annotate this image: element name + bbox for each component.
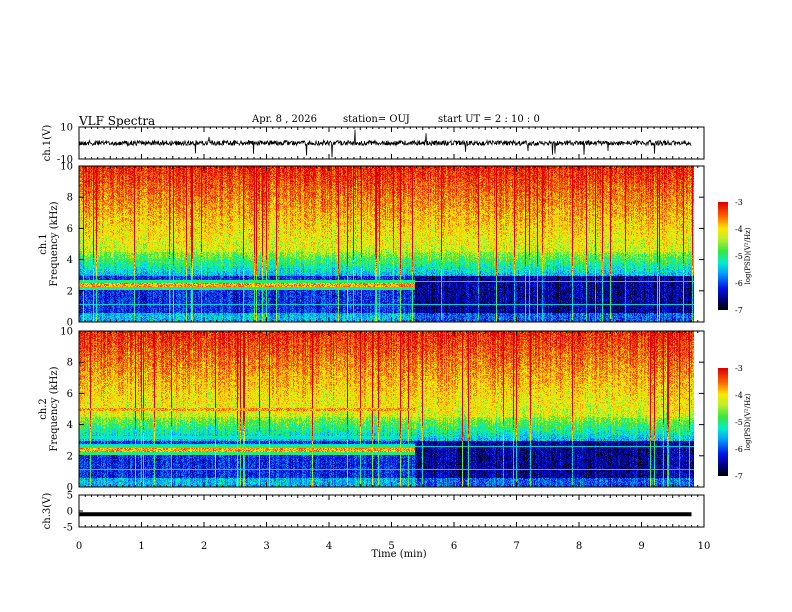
ch1-spec-frame: [78, 165, 705, 323]
colorbar-tick: -7: [735, 306, 743, 315]
plot-title: VLF Spectra: [79, 114, 156, 128]
time-axis-label: Time (min): [371, 549, 426, 560]
panel-frames: [78, 126, 705, 528]
freq-ytick: 8: [67, 193, 73, 204]
colorbar-tick: -3: [735, 198, 743, 207]
ch1-spectrogram: [79, 166, 694, 322]
freq-ytick: 10: [60, 327, 73, 338]
ch1-wave-ytick: -10: [57, 155, 73, 166]
freq-ytick: 10: [60, 162, 73, 173]
freq-ytick: 4: [67, 255, 73, 266]
time-tick-label: 2: [201, 541, 207, 552]
freq-ytick: 6: [67, 224, 73, 235]
ch3-wave-ytick: 5: [67, 491, 73, 502]
axis-ticks: [78, 127, 705, 528]
recording-date: Apr. 8 , 2026: [252, 114, 318, 125]
freq-ytick: 0: [67, 483, 73, 494]
freq-ytick: 6: [67, 389, 73, 400]
time-tick-label: 6: [451, 541, 457, 552]
time-tick-label: 4: [326, 541, 332, 552]
colorbar-tick: -5: [735, 252, 743, 261]
time-tick-label: 9: [638, 541, 644, 552]
ch1-colorbar: [718, 202, 728, 310]
colorbar-tick: -3: [735, 364, 743, 373]
colorbar-tick: -4: [735, 225, 743, 234]
freq-ytick: 2: [67, 451, 73, 462]
time-tick-label: 10: [698, 541, 711, 552]
axis-labels: 10-100246810024681050-5ch.1(V)ch.1Freque…: [38, 123, 752, 561]
freq-ytick: 2: [67, 286, 73, 297]
ch1-waveform-trace: [78, 129, 692, 158]
station-label: station= OUJ: [343, 114, 410, 125]
colorbar-label: log(PSD)(V²/Hz): [744, 393, 752, 450]
freq-ytick: 0: [67, 318, 73, 329]
ch3-wave-ytick: -5: [63, 523, 73, 534]
colorbar-tick: -6: [735, 445, 743, 454]
waveforms: [78, 129, 692, 517]
start-time-label: start UT = 2 : 10 : 0: [438, 114, 540, 125]
ch3-wave-ylabel: ch.3(V): [42, 493, 53, 530]
colorbar-tick: -7: [735, 472, 743, 481]
time-tick-label: 7: [513, 541, 519, 552]
ch2-spec-frame: [78, 330, 705, 488]
ch2-colorbar: [718, 368, 728, 476]
time-tick-label: 1: [138, 541, 144, 552]
ch1-spec-ylabel: ch.1Frequency (kHz): [38, 201, 60, 286]
colorbar-label: log(PSD)(V²/Hz): [744, 227, 752, 284]
ch2-spectrogram: [79, 331, 694, 487]
ch1-wave-ytick: 10: [60, 123, 73, 134]
colorbar-tick: -6: [735, 279, 743, 288]
ch3-wave-ytick: 0: [67, 507, 73, 518]
ch1-wave-ylabel: ch.1(V): [42, 125, 53, 162]
time-tick-label: 5: [388, 541, 394, 552]
freq-ytick: 4: [67, 420, 73, 431]
ch2-spec-ylabel: ch.2Frequency (kHz): [38, 366, 60, 451]
time-tick-label: 0: [76, 541, 82, 552]
time-tick-label: 8: [576, 541, 582, 552]
freq-ytick: 8: [67, 358, 73, 369]
colorbar-tick: -5: [735, 418, 743, 427]
colorbar-tick: -4: [735, 391, 743, 400]
time-tick-label: 3: [263, 541, 269, 552]
